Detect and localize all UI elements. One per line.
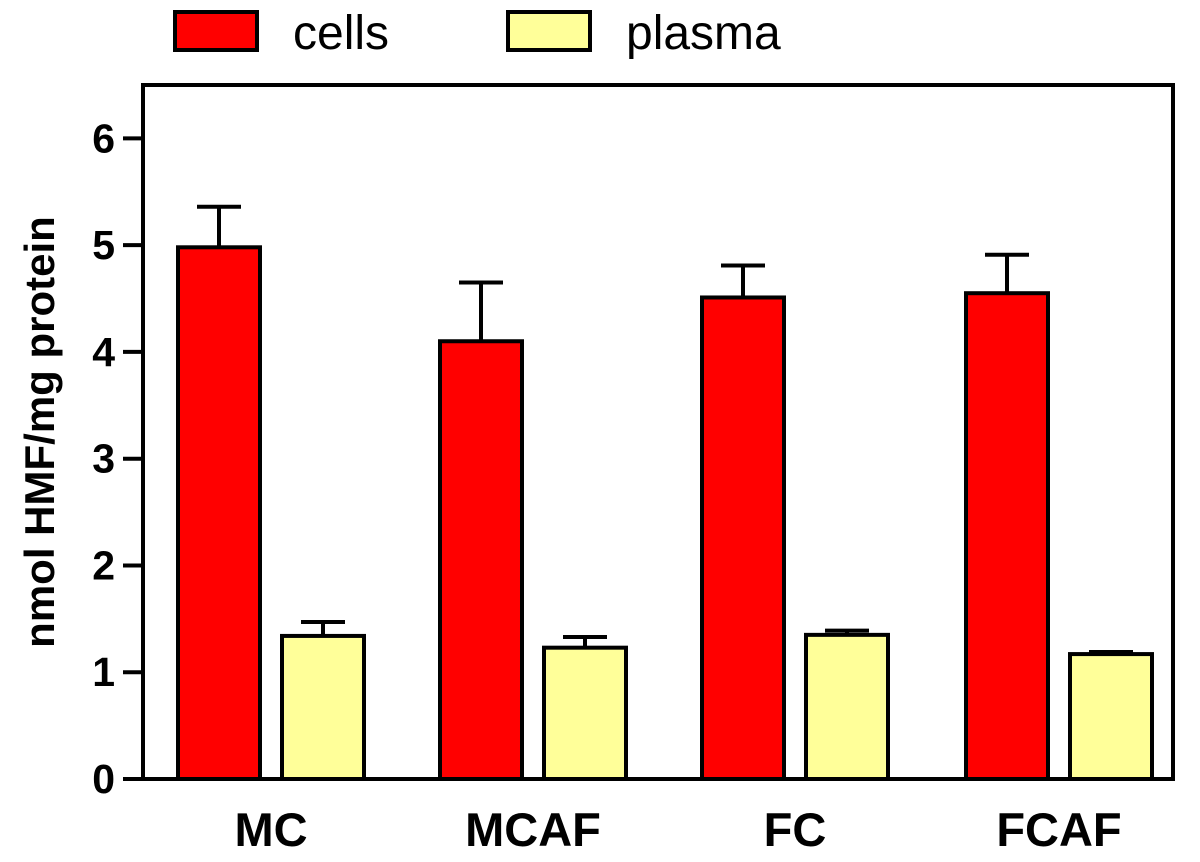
legend-label-cells: cells — [293, 7, 389, 60]
bar-plasma-fc — [804, 632, 890, 781]
x-category-label: MC — [234, 803, 307, 856]
y-tick-label: 1 — [92, 649, 115, 695]
bar-cells-mc — [176, 245, 262, 781]
bar-plasma-fcaf — [1068, 652, 1154, 782]
y-tick-label: 0 — [92, 756, 115, 802]
y-axis-title: nmol HMF/mg protein — [16, 216, 63, 648]
bar-cells-fc — [700, 295, 786, 781]
bar-plasma-mcaf — [542, 645, 628, 781]
bar-cells-mcaf — [438, 339, 524, 781]
legend: cells plasma — [173, 7, 781, 60]
x-category-label: MCAF — [465, 803, 601, 856]
x-axis-labels: MC MCAF FC FCAF — [234, 803, 1121, 856]
legend-swatch-cells — [173, 10, 259, 52]
bar-plasma-mc — [280, 633, 366, 782]
y-tick-label: 5 — [92, 222, 115, 268]
error-bars — [197, 204, 1133, 655]
legend-label-plasma: plasma — [626, 7, 781, 60]
x-category-label: FCAF — [996, 803, 1121, 856]
y-tick-label: 3 — [92, 436, 115, 482]
plot-area — [141, 83, 1175, 781]
y-tick-label: 2 — [92, 542, 115, 588]
legend-swatch-plasma — [506, 10, 592, 52]
x-category-label: FC — [764, 803, 827, 856]
plot-frame — [141, 83, 1175, 781]
y-tick-label: 6 — [92, 115, 115, 161]
y-tick-label: 4 — [92, 329, 115, 375]
bars — [176, 245, 1154, 782]
y-axis-ticks: 0 1 2 3 4 5 6 — [92, 115, 143, 802]
bar-cells-fcaf — [964, 291, 1050, 781]
